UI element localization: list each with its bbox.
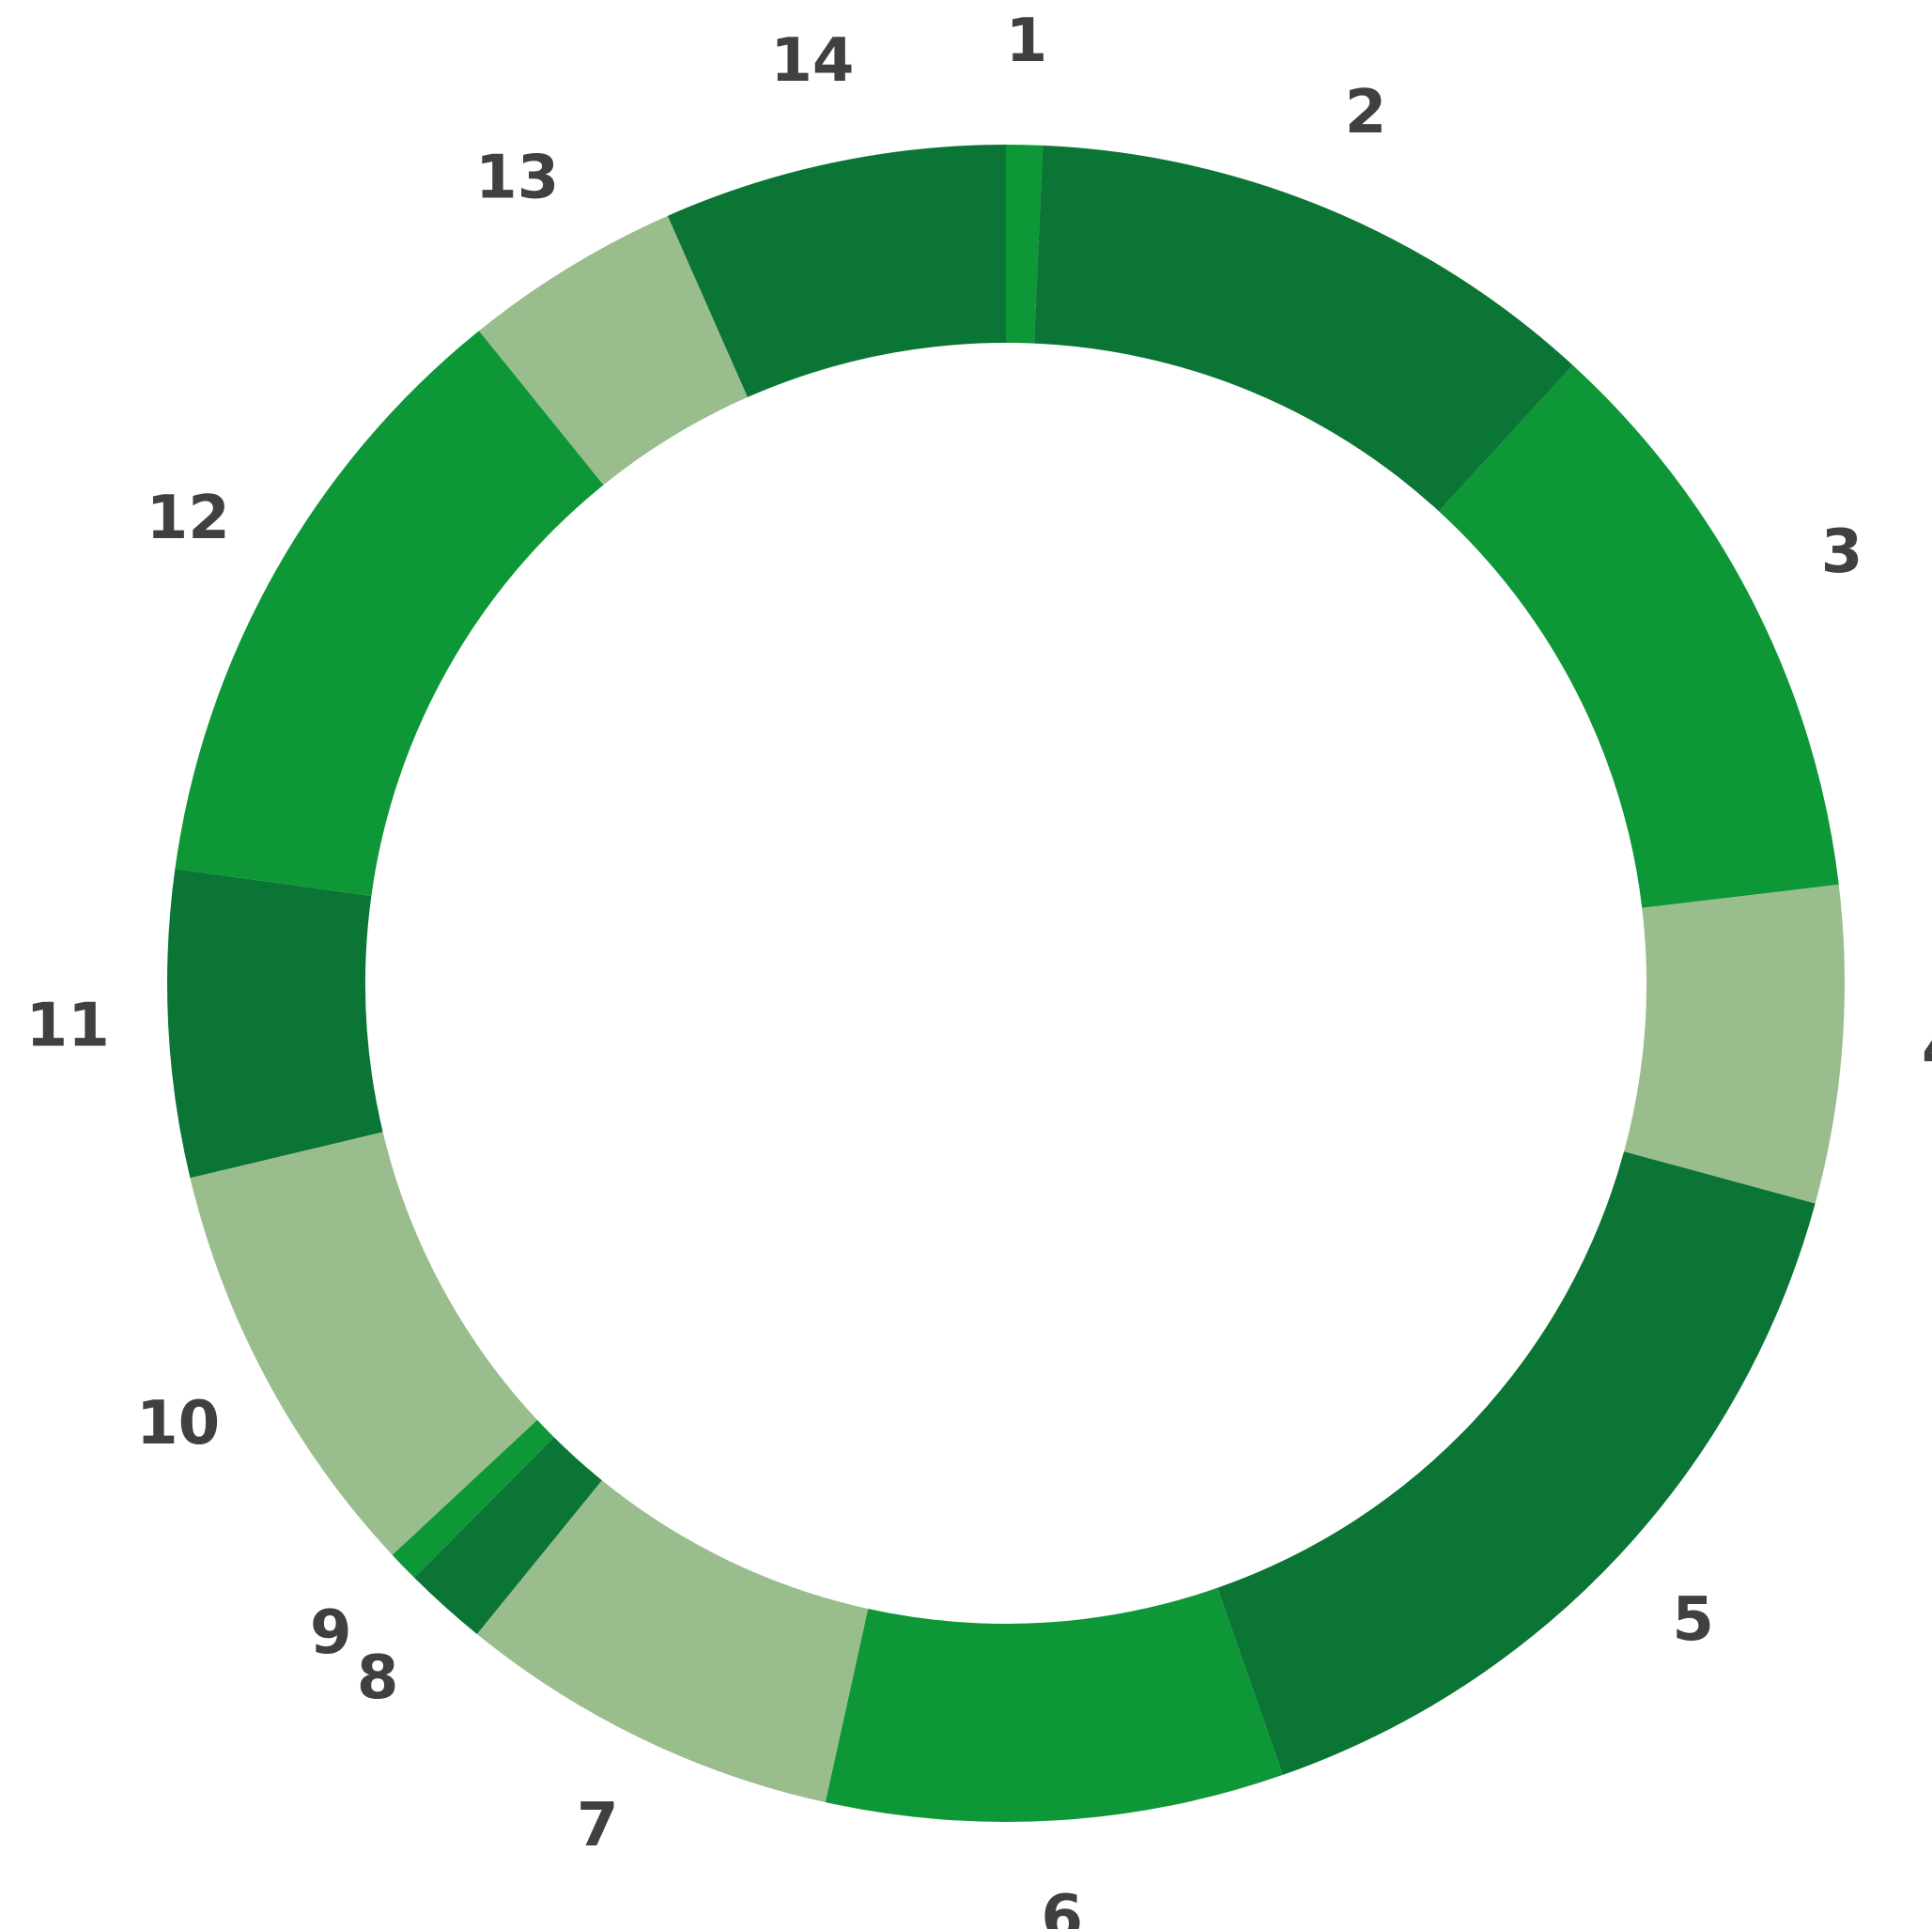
slice-10 — [190, 1132, 537, 1555]
slice-9 — [392, 1419, 554, 1578]
slice-5 — [1217, 1151, 1816, 1775]
slice-labels: 1234567891011121314 — [26, 7, 1932, 1929]
slice-11 — [166, 869, 383, 1179]
slice-label-12: 12 — [147, 484, 230, 553]
slice-label-7: 7 — [577, 1791, 619, 1860]
slice-label-2: 2 — [1345, 78, 1387, 147]
slice-13 — [478, 215, 748, 486]
slice-label-14: 14 — [770, 26, 854, 96]
slice-label-3: 3 — [1821, 517, 1863, 587]
slice-14 — [667, 145, 1006, 397]
slice-3 — [1438, 364, 1839, 908]
slice-label-4: 4 — [1922, 1014, 1932, 1084]
donut-slices — [166, 145, 1845, 1823]
slice-label-5: 5 — [1672, 1585, 1714, 1655]
slice-label-11: 11 — [26, 991, 110, 1060]
slice-label-8: 8 — [357, 1644, 399, 1713]
slice-1 — [1006, 145, 1043, 344]
slice-label-9: 9 — [310, 1598, 352, 1668]
slice-4 — [1624, 884, 1845, 1204]
slice-label-10: 10 — [136, 1389, 220, 1458]
slice-label-6: 6 — [1041, 1883, 1083, 1929]
slice-8 — [414, 1437, 602, 1635]
slice-2 — [1034, 145, 1573, 512]
slice-7 — [476, 1480, 869, 1803]
slice-label-13: 13 — [475, 144, 559, 213]
slice-6 — [825, 1587, 1283, 1823]
slice-label-1: 1 — [1006, 7, 1048, 76]
slice-12 — [175, 331, 604, 896]
